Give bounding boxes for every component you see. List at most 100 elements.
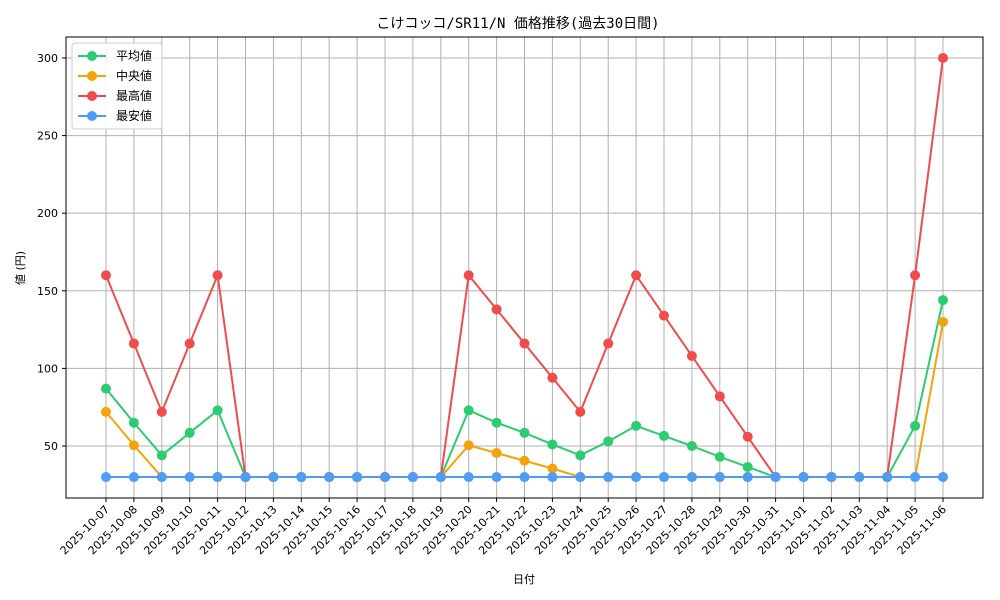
data-point [770,472,781,483]
y-axis-label: 値 (円) [14,251,27,285]
legend-item: 最安値 [78,108,152,123]
grid-lines [66,37,983,498]
data-point [212,472,223,483]
y-tick-label: 100 [37,362,58,375]
data-point [938,295,948,306]
data-point [631,472,642,483]
y-tick-label: 50 [44,440,58,453]
data-point [380,472,390,483]
data-point [910,472,921,483]
y-axis: 50 100 150 200 250 300 [37,52,66,453]
data-point [128,338,139,349]
data-point [156,472,167,483]
legend-marker-icon [87,91,97,101]
data-point [631,420,642,431]
data-point [742,461,753,472]
data-point [128,472,139,483]
data-point [631,270,642,281]
legend-item: 平均値 [78,48,152,63]
legend-box [71,42,163,130]
data-point [296,472,307,483]
y-tick-label: 200 [37,207,58,220]
data-point [212,270,223,281]
data-point [575,450,586,461]
data-point [101,472,111,483]
data-point [156,406,167,417]
data-point [910,270,921,281]
data-point [742,431,753,442]
data-point [491,417,502,428]
data-point [686,441,697,452]
data-point [547,472,558,483]
y-tick-label: 150 [37,285,58,298]
data-point [324,472,335,483]
legend-marker-icon [87,51,97,61]
legend-label: 中央値 [116,68,152,83]
legend-item: 最高値 [78,88,152,103]
data-point [519,455,530,466]
chart-title: こけコッコ/SR11/N 価格推移(過去30日間) [376,16,659,32]
legend-marker-icon [87,111,97,121]
data-point [547,463,558,474]
data-point [156,450,167,461]
data-point [659,310,669,321]
data-point [101,406,111,417]
data-point [463,405,474,416]
data-point [686,472,697,483]
legend-marker-icon [87,71,97,81]
data-point [407,472,418,483]
data-point [575,406,586,417]
data-point [714,391,725,402]
data-point [491,304,502,315]
data-point [463,440,474,451]
data-point [463,472,474,483]
data-point [519,338,530,349]
series-line [101,472,948,483]
data-point [184,427,195,438]
data-point [659,430,669,441]
data-point [184,472,195,483]
data-point [603,338,614,349]
data-point [101,383,111,394]
y-tick-label: 300 [37,52,58,65]
data-point [240,472,251,483]
data-point [854,472,865,483]
data-point [128,417,139,428]
data-series [101,52,948,483]
data-point [659,472,669,483]
data-point [463,270,474,281]
data-point [742,472,753,483]
data-point [547,372,558,383]
data-point [435,472,446,483]
legend-label: 平均値 [116,48,152,63]
data-point [714,451,725,462]
data-point [519,472,530,483]
data-point [212,405,223,416]
data-point [938,472,948,483]
data-point [938,52,948,63]
x-axis-label: 日付 [513,573,535,586]
legend-label: 最安値 [116,108,152,123]
data-point [826,472,837,483]
data-point [101,270,111,281]
legend-label: 最高値 [116,88,152,103]
x-axis: 2025-10-072025-10-082025-10-092025-10-10… [58,498,949,557]
data-point [491,447,502,458]
data-point [603,472,614,483]
data-point [352,472,363,483]
data-point [686,350,697,361]
data-point [798,472,809,483]
data-point [910,420,921,431]
data-point [547,439,558,450]
data-point [491,472,502,483]
data-point [938,316,948,327]
data-point [714,472,725,483]
y-tick-label: 250 [37,130,58,143]
data-point [882,472,893,483]
data-point [603,436,614,447]
data-point [519,427,530,438]
data-point [128,440,139,451]
